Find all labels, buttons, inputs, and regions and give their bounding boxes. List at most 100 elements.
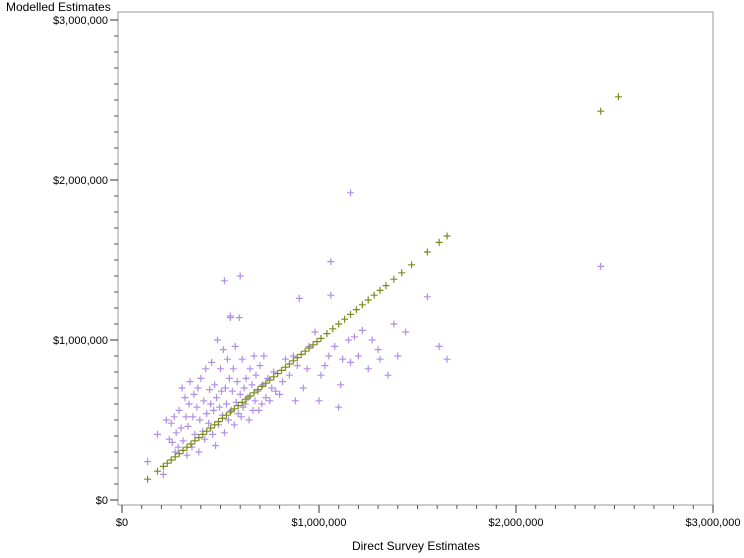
data-point [443, 232, 451, 240]
data-point [384, 371, 392, 379]
data-point [235, 314, 243, 322]
data-point [213, 394, 221, 402]
data-point [172, 429, 180, 437]
data-point [184, 422, 192, 430]
data-point [251, 397, 259, 405]
data-point [293, 362, 301, 370]
data-point [266, 376, 274, 384]
data-point [177, 424, 185, 432]
data-point [335, 403, 343, 411]
y-tick-label: $2,000,000 [53, 175, 108, 187]
data-point [246, 392, 254, 400]
data-point [144, 475, 152, 483]
data-point [219, 346, 227, 354]
data-point [185, 400, 193, 408]
data-point [195, 448, 203, 456]
data-point [321, 362, 329, 370]
data-point [203, 427, 211, 435]
data-point [337, 381, 345, 389]
data-point [325, 352, 333, 360]
data-point [183, 443, 191, 451]
data-point [191, 430, 199, 438]
data-point [202, 365, 210, 373]
data-point [248, 381, 256, 389]
data-point [225, 374, 233, 382]
data-point [443, 355, 451, 363]
data-point [339, 355, 347, 363]
x-tick-label: $0 [116, 517, 128, 529]
data-point [299, 384, 307, 392]
data-point [255, 406, 263, 414]
data-point [238, 355, 246, 363]
data-point [207, 400, 215, 408]
data-point [347, 310, 355, 318]
data-point [311, 328, 319, 336]
data-point [374, 346, 382, 354]
data-point [234, 410, 242, 418]
data-point [211, 421, 219, 429]
data-point [223, 355, 231, 363]
data-point [221, 384, 229, 392]
data-point [249, 406, 257, 414]
data-point [347, 189, 355, 197]
x-axis-label: Direct Survey Estimates [352, 539, 480, 553]
data-point [226, 314, 234, 322]
data-point [163, 459, 171, 467]
data-point [144, 458, 152, 466]
data-point [246, 365, 254, 373]
data-point [194, 384, 202, 392]
data-point [268, 384, 276, 392]
data-point [347, 358, 355, 366]
data-point [317, 371, 325, 379]
data-point [291, 397, 299, 405]
y-tick-label: $1,000,000 [53, 335, 108, 347]
data-point [186, 378, 194, 386]
data-point [167, 419, 175, 427]
data-point [215, 418, 223, 426]
data-point [368, 336, 376, 344]
data-point [241, 400, 249, 408]
data-point [216, 403, 224, 411]
data-point [262, 394, 270, 402]
data-point [171, 453, 179, 461]
data-point [229, 365, 237, 373]
y-axis-label: Modelled Estimates [6, 0, 111, 14]
data-point [237, 413, 245, 421]
data-point [178, 384, 186, 392]
data-point [423, 248, 431, 256]
data-point [279, 378, 287, 386]
data-point [254, 386, 262, 394]
data-point [207, 424, 215, 432]
data-point [282, 363, 290, 371]
data-point [199, 430, 207, 438]
data-point [179, 437, 187, 445]
data-point [190, 390, 198, 398]
data-point [278, 366, 286, 374]
data-point [168, 438, 176, 446]
x-tick-label: $2,000,000 [488, 517, 543, 529]
data-point [231, 342, 239, 350]
data-point [272, 387, 280, 395]
data-point [364, 296, 372, 304]
data-point [597, 107, 605, 115]
x-tick-label: $3,000,000 [685, 517, 740, 529]
data-point [234, 402, 242, 410]
data-point [201, 435, 209, 443]
data-point [170, 413, 178, 421]
data-point [195, 434, 203, 442]
data-point [214, 336, 222, 344]
plot-frame [117, 11, 714, 506]
data-point [222, 411, 230, 419]
data-point [309, 341, 317, 349]
data-point [228, 387, 236, 395]
series-1 [144, 189, 605, 478]
data-point [259, 381, 267, 389]
data-point [242, 374, 250, 382]
data-point [341, 315, 349, 323]
data-points [144, 93, 622, 483]
data-point [408, 261, 416, 269]
data-point [402, 328, 410, 336]
data-point [197, 374, 205, 382]
data-point [394, 352, 402, 360]
data-point [210, 406, 218, 414]
